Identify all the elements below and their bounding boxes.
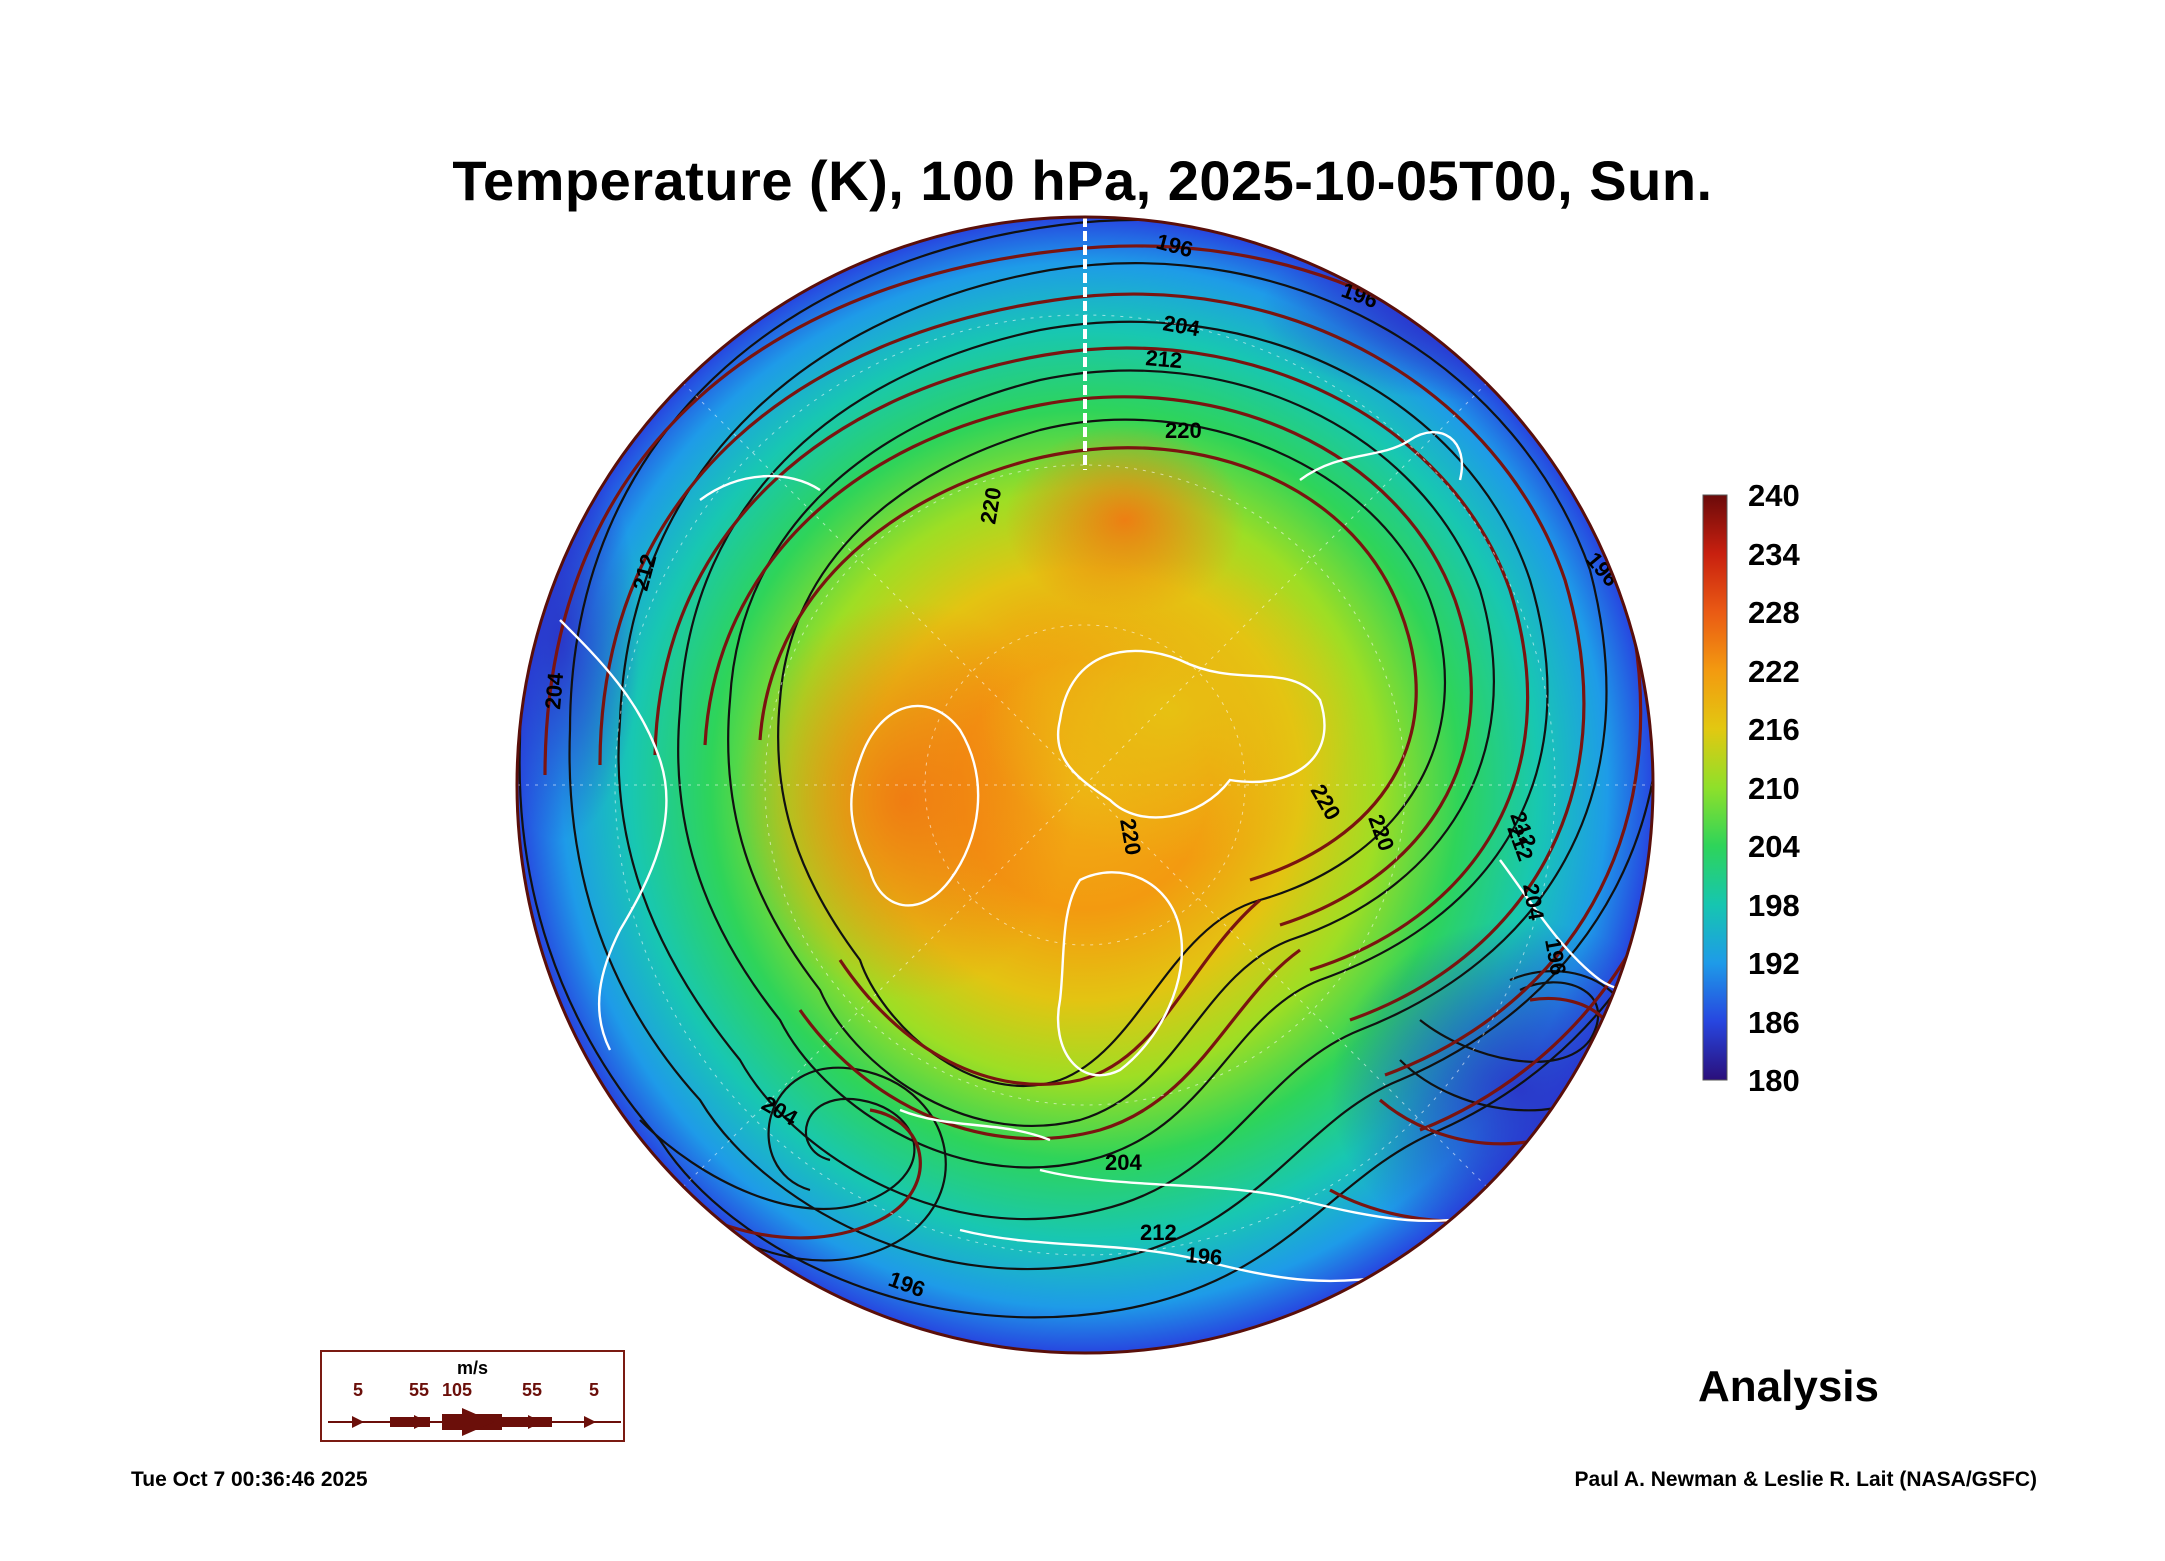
colorbar-tick-198: 198 [1748,887,1800,923]
timestamp: Tue Oct 7 00:36:46 2025 [131,1468,368,1491]
analysis-label: Analysis [1698,1362,1879,1411]
wind-speed-legend: m/s 5 55 105 55 5 [320,1350,625,1442]
colorbar-tick-216: 216 [1748,712,1800,747]
wind-arrow-5-left [352,1416,364,1428]
chart-title: Temperature (K), 100 hPa, 2025-10-05T00,… [452,149,1713,212]
wind-arrow-scale [328,1408,621,1436]
contour-label: 212 [1145,345,1184,373]
contour-label: 220 [1165,418,1202,443]
colorbar-tick-186: 186 [1748,1004,1800,1040]
wind-speed-label: 105 [442,1380,473,1400]
cold-pool-southeast [1330,920,1653,1260]
wind-speed-label: 55 [522,1380,543,1400]
map-border [515,215,1655,1355]
wind-arrow-55-right [528,1415,542,1429]
wind-bar-55-right [502,1417,552,1427]
wind-legend-unit: m/s [456,1358,489,1378]
contour-label: 204 [540,671,568,711]
wind-speed-label: 55 [409,1380,430,1400]
wind-arrow-105 [462,1408,494,1436]
colorbar [1702,494,1728,1081]
wind-bar-55-left [390,1417,430,1427]
credit: Paul A. Newman & Leslie R. Lait (NASA/GS… [1574,1468,2037,1491]
colorbar-tick-210: 210 [1748,770,1800,806]
colorbar-tick-204: 204 [1748,829,1800,864]
colorbar-tick-240: 240 [1748,478,1800,513]
contour-label: 212 [1140,1220,1177,1245]
warm-region-center [980,560,1360,860]
colorbar-tick-180: 180 [1748,1063,1800,1098]
cold-pool-northeast [1260,220,1653,400]
wind-arrow-5-right [584,1416,596,1428]
wind-arrow-55-left [414,1415,428,1429]
contour-label: 204 [1105,1150,1142,1175]
coastlines [559,430,1653,1283]
colorbar-tick-222: 222 [1748,653,1800,689]
colorbar-tick-228: 228 [1748,595,1800,630]
contour-label: 196 [1185,1242,1224,1270]
colorbar-tick-234: 234 [1748,536,1800,572]
wind-speed-label: 5 [589,1380,600,1400]
wind-speed-label: 5 [353,1380,364,1400]
colorbar-tick-192: 192 [1748,946,1800,981]
